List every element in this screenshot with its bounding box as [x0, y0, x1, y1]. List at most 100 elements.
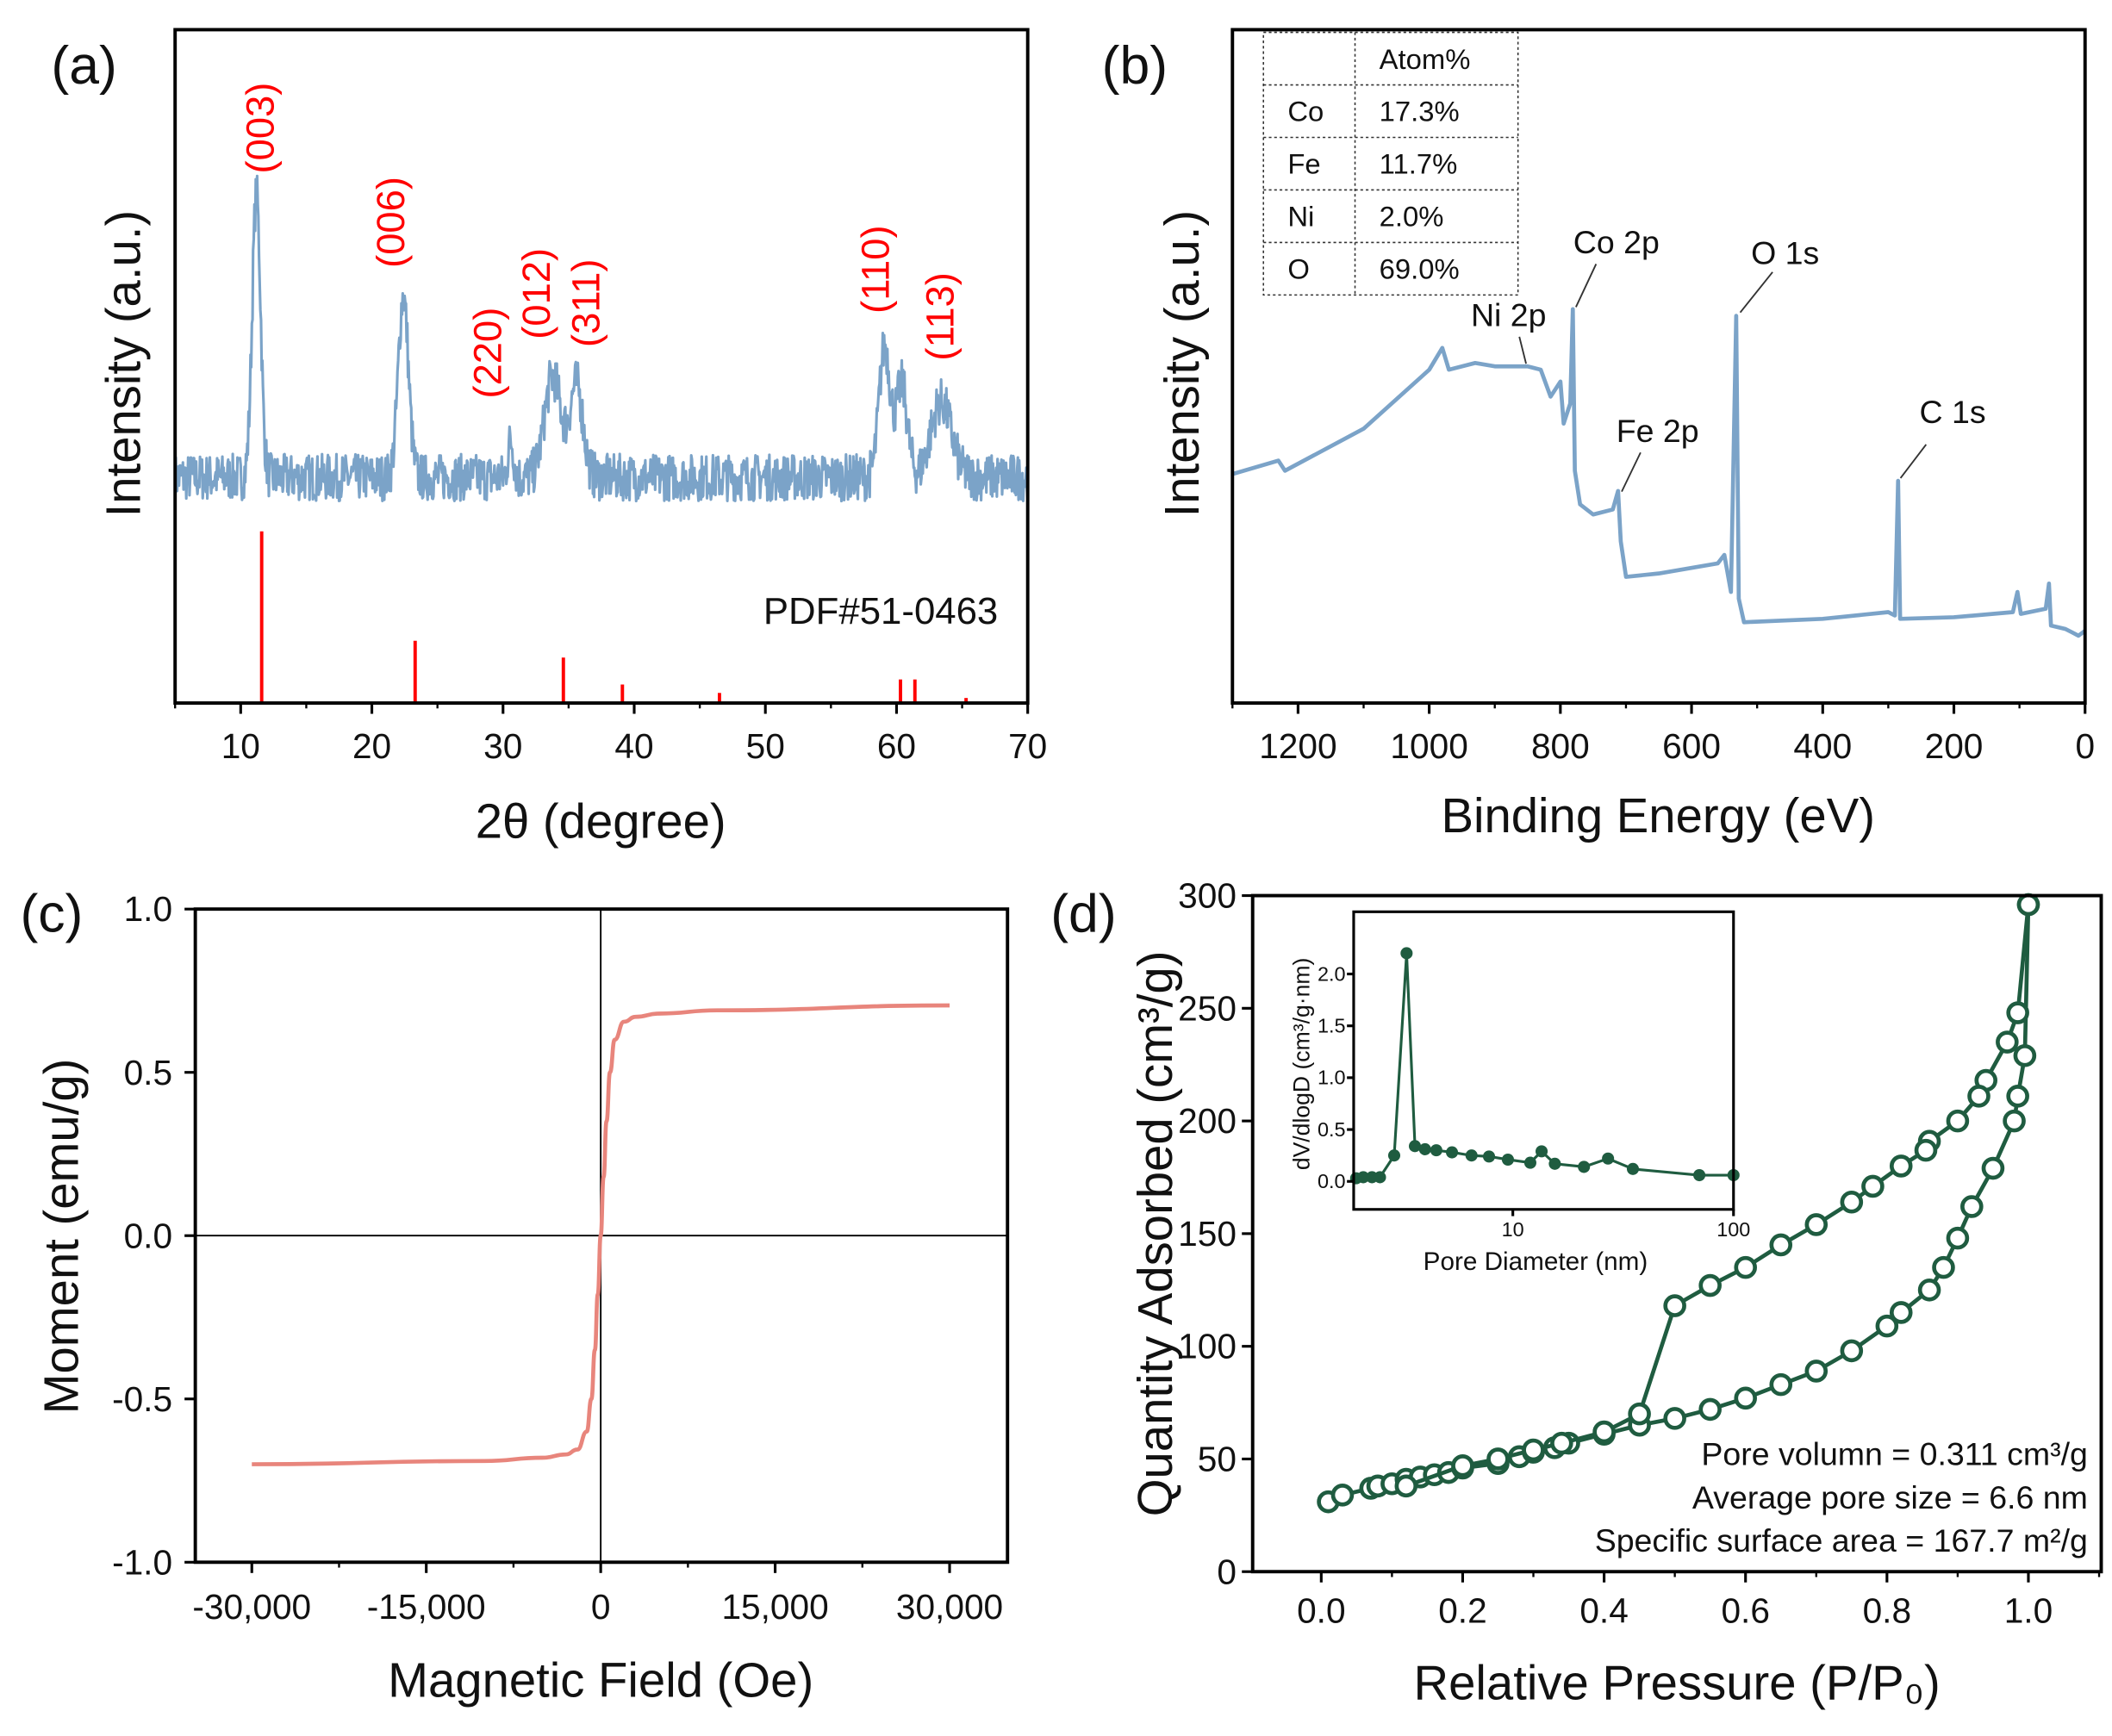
table-cell: 2.0% — [1380, 201, 1444, 233]
panel-c-ylabel: Moment (emu/g) — [34, 1059, 89, 1415]
adsorption-point — [1840, 1339, 1864, 1363]
y-tick-label: 2.0 — [1318, 962, 1346, 985]
x-tick-label: 0.4 — [1579, 1591, 1628, 1631]
psd-point — [1536, 1145, 1548, 1158]
x-tick-label: 800 — [1531, 726, 1590, 766]
psd-point — [1693, 1169, 1706, 1182]
peak-leader-line — [1518, 336, 1527, 364]
peak-leader-line — [1739, 271, 1773, 314]
y-tick-label: 250 — [1178, 988, 1237, 1028]
adsorption-point — [1960, 1195, 1984, 1218]
plot-marks: (003) (006) (220)(012) (311) (110) (113) 10 20 3… — [112, 28, 2103, 1631]
x-tick-label: 50 — [746, 726, 785, 766]
peak-leader-line — [1899, 444, 1928, 479]
table-cell: 17.3% — [1380, 96, 1460, 128]
desorption-point — [1451, 1454, 1474, 1478]
annotation-pore-size: Average pore size = 6.6 nm — [1692, 1479, 2088, 1515]
desorption-point — [1550, 1431, 1573, 1455]
table-cell: Co — [1287, 96, 1324, 128]
psd-point — [1400, 947, 1413, 960]
peak-leader-line — [1621, 451, 1642, 493]
y-tick-label: 0 — [1217, 1552, 1237, 1591]
y-tick-label: 200 — [1178, 1101, 1237, 1141]
panel-d-xlabel: Relative Pressure (P/P₀) — [1414, 1656, 1941, 1710]
peak-leader-line — [1575, 264, 1598, 308]
desorption-point — [2016, 893, 2040, 917]
desorption-point — [1889, 1154, 1913, 1178]
adsorption-point — [2006, 1085, 2029, 1108]
panel-a-ylabel: Intensity (a.u.) — [97, 210, 151, 518]
table-cell: 11.7% — [1380, 148, 1458, 180]
panel-c-letter: (c) — [20, 884, 83, 944]
xrd-pattern-line — [173, 174, 1030, 503]
x-tick-label: 15,000 — [721, 1587, 828, 1627]
psd-point — [1446, 1146, 1459, 1159]
panel-c-xlabel: Magnetic Field (Oe) — [388, 1653, 813, 1708]
peak-label: Ni 2p — [1471, 296, 1547, 333]
adsorption-point — [1889, 1301, 1913, 1324]
x-tick-label: 10 — [1502, 1218, 1524, 1241]
y-tick-label: 0.0 — [1318, 1170, 1346, 1192]
x-tick-label: 20 — [352, 726, 391, 766]
desorption-point — [1628, 1402, 1651, 1426]
adsorption-point — [1981, 1156, 2005, 1180]
y-tick-label: 100 — [1178, 1327, 1237, 1366]
ref-pattern-label: PDF#51-0463 — [763, 590, 998, 632]
peak-label: Co 2p — [1573, 224, 1660, 260]
x-tick-label: 600 — [1662, 726, 1721, 766]
adsorption-point — [2013, 1043, 2037, 1067]
x-tick-label: 0.6 — [1721, 1591, 1769, 1631]
panel-a-xlabel: 2θ (degree) — [476, 793, 726, 848]
y-tick-label: 1.0 — [1318, 1067, 1346, 1089]
table-cell: Atom% — [1380, 43, 1471, 75]
psd-point — [1357, 1171, 1370, 1184]
x-tick-label: 0.8 — [1863, 1591, 1911, 1631]
x-tick-label: 200 — [1925, 726, 1984, 766]
psd-point — [1374, 1171, 1386, 1184]
panel-b-xlabel: Binding Energy (eV) — [1441, 788, 1875, 843]
x-tick-label: 70 — [1008, 726, 1047, 766]
x-tick-label: 30,000 — [896, 1587, 1003, 1627]
desorption-point — [1663, 1294, 1686, 1317]
x-tick-label: 1200 — [1259, 726, 1336, 766]
psd-point — [1465, 1149, 1478, 1162]
annotation-pore-volume: Pore volumn = 0.311 cm³/g — [1701, 1436, 2087, 1472]
inset-background — [1353, 912, 1734, 1210]
peak-label: C 1s — [1919, 394, 1985, 430]
x-tick-label: 1.0 — [2004, 1591, 2053, 1631]
adsorption-point — [1698, 1397, 1722, 1422]
desorption-point — [1967, 1085, 1991, 1108]
desorption-point — [1394, 1474, 1418, 1498]
desorption-point — [2006, 1001, 2029, 1024]
table-cell: Ni — [1287, 201, 1314, 233]
panel-a-letter: (a) — [51, 35, 116, 96]
desorption-point — [1698, 1273, 1722, 1297]
adsorption-point — [1946, 1226, 1970, 1250]
peak-label: (006) — [369, 177, 413, 268]
adsorption-point — [1330, 1484, 1355, 1507]
annotation-surface-area: Specific surface area = 167.7 m²/g — [1595, 1522, 2088, 1559]
y-tick-label: 0.0 — [124, 1216, 172, 1255]
psd-point — [1482, 1150, 1496, 1163]
desorption-point — [1769, 1233, 1793, 1257]
y-tick-label: 50 — [1198, 1440, 1237, 1479]
y-tick-label: 1.5 — [1318, 1015, 1346, 1037]
x-tick-label: 60 — [877, 726, 916, 766]
y-tick-label: 300 — [1178, 876, 1237, 916]
table-cell: O — [1287, 253, 1310, 285]
x-tick-label: 0.0 — [1297, 1591, 1345, 1631]
psd-point — [1626, 1162, 1640, 1175]
y-tick-label: 0.5 — [124, 1053, 172, 1092]
peak-label: (113) — [919, 272, 963, 360]
x-tick-label: 100 — [1716, 1218, 1750, 1241]
desorption-point — [1804, 1213, 1829, 1236]
panel-b-frame — [1230, 28, 2087, 705]
x-tick-label: 0 — [591, 1587, 611, 1627]
xps-survey-line — [1231, 307, 2087, 638]
psd-point — [1578, 1160, 1591, 1173]
inset-frame — [1352, 910, 1735, 1211]
adsorption-point — [1917, 1278, 1941, 1302]
table-cell: Fe — [1287, 148, 1320, 180]
panel-a-frame — [173, 28, 1030, 705]
adsorption-point — [2003, 1109, 2026, 1133]
